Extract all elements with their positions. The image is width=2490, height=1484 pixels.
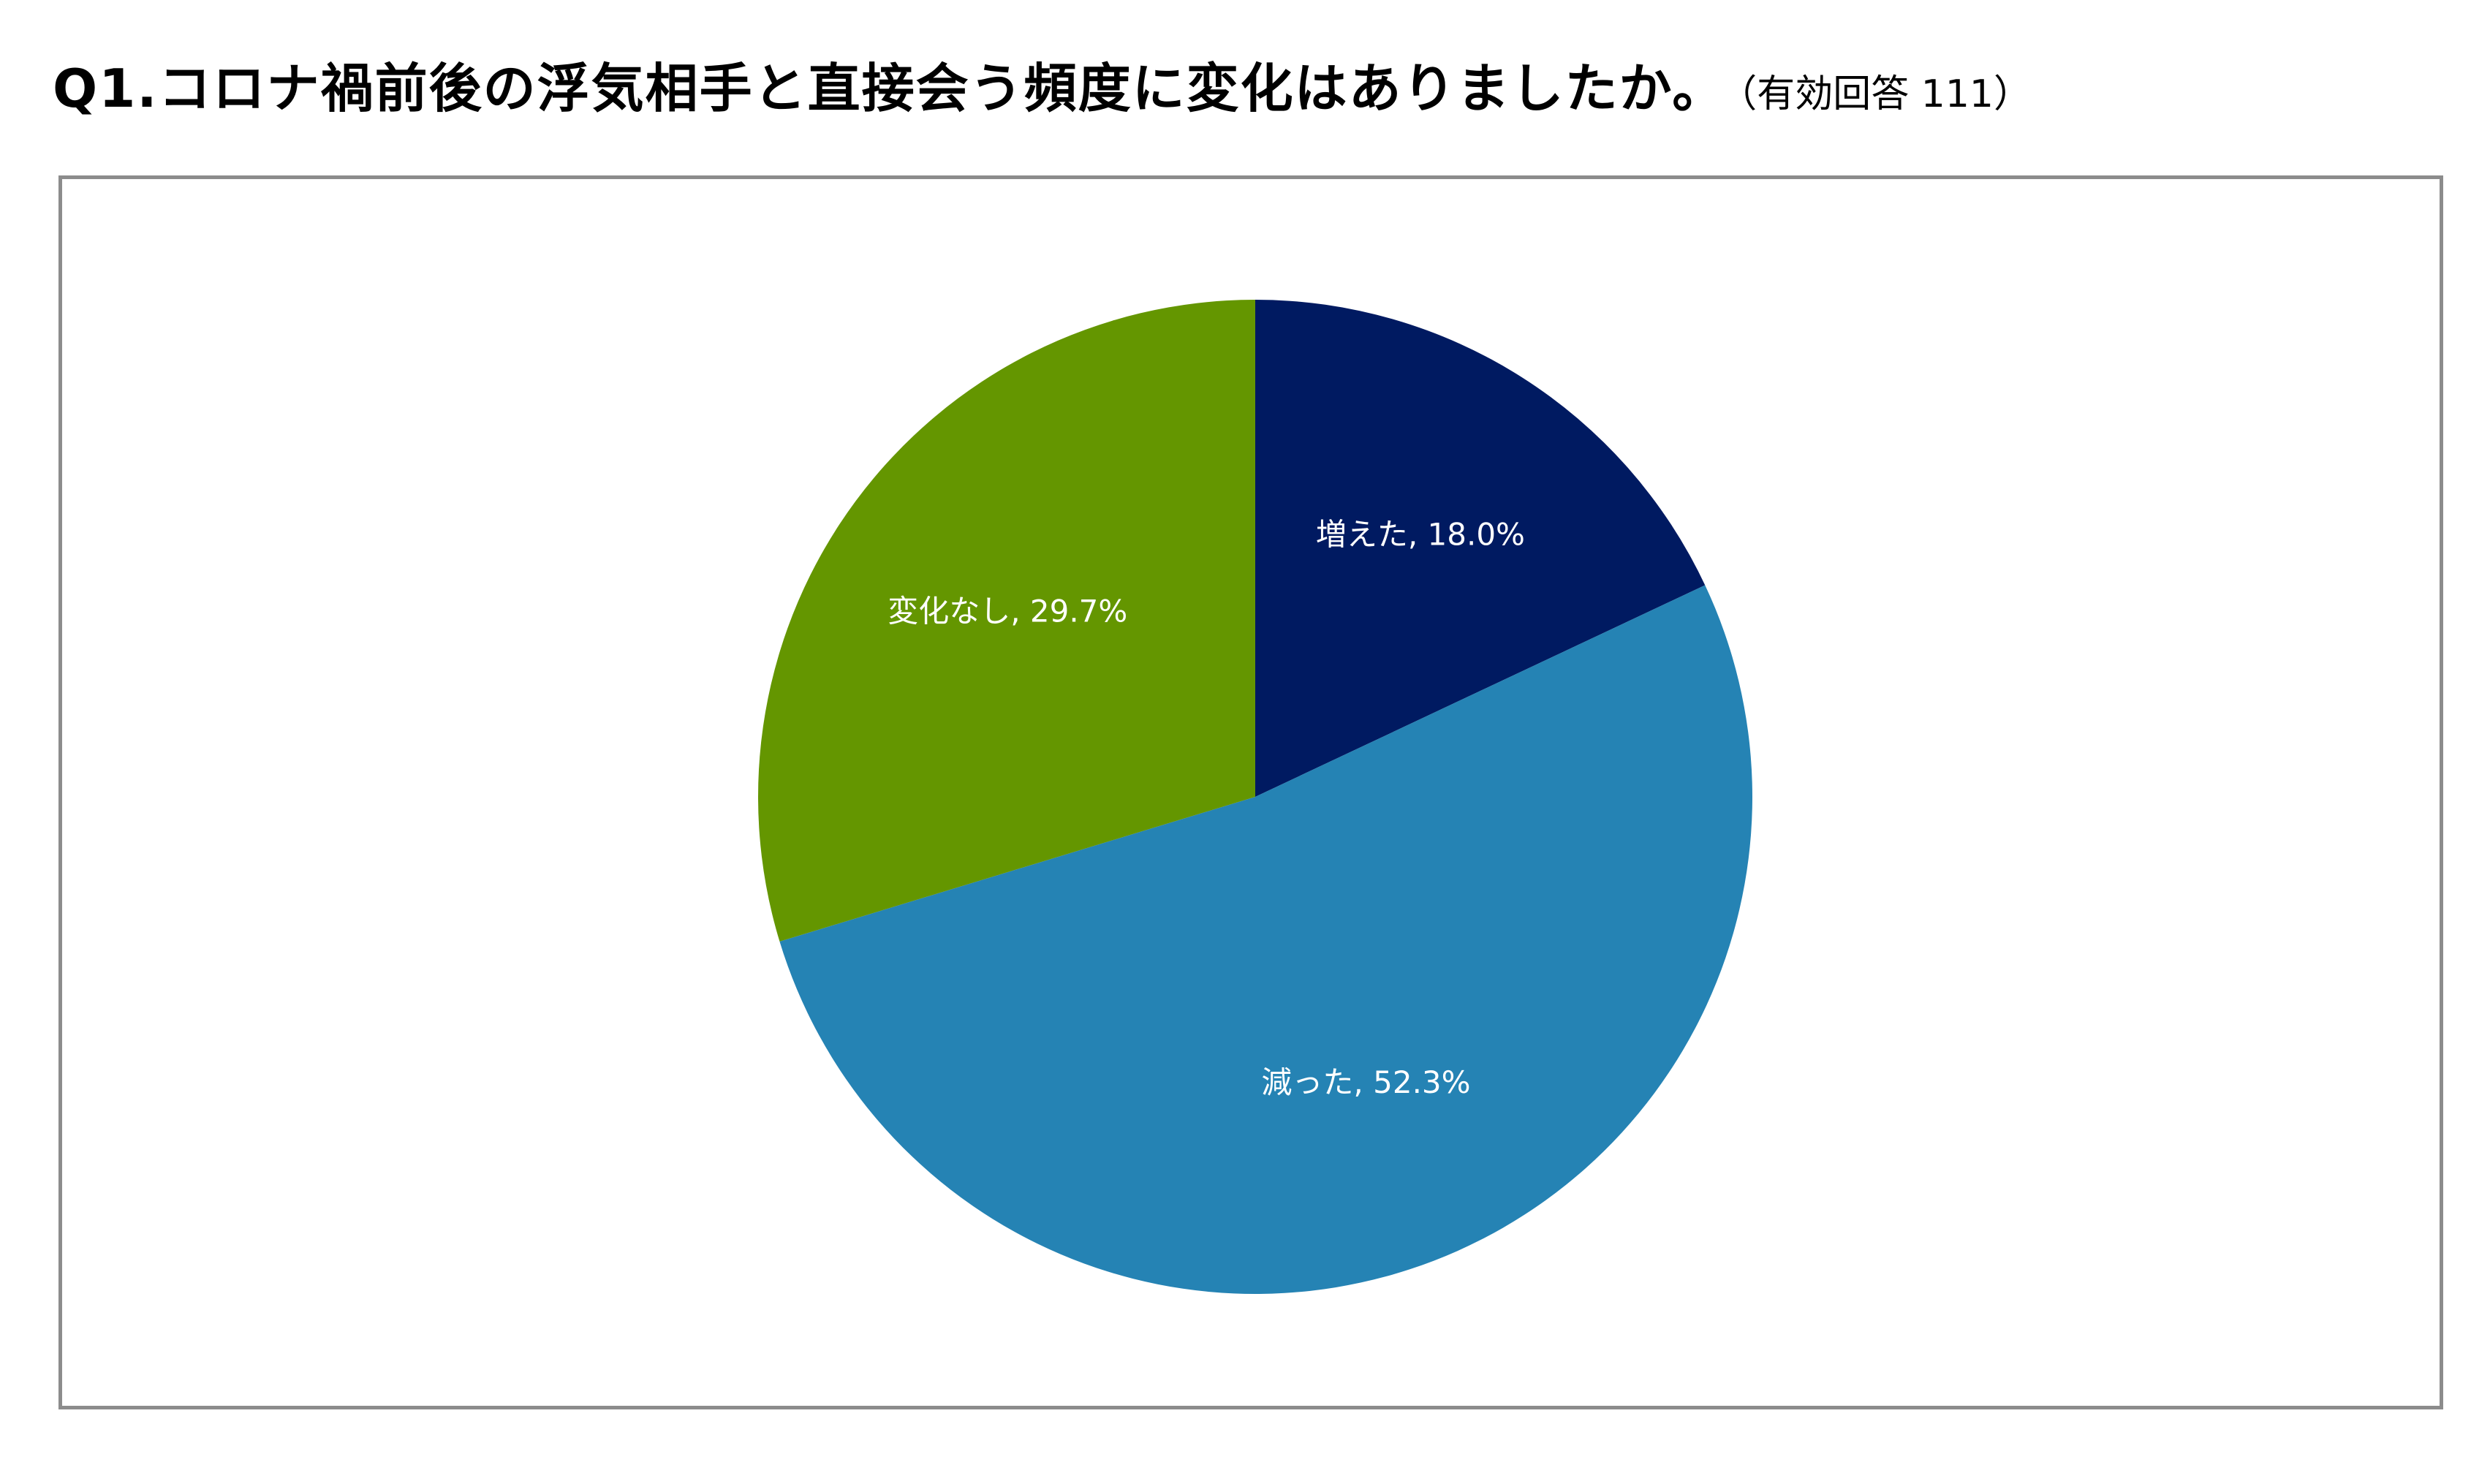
pie-data-labels: 増えた, 18.0% 減った, 52.3% 変化なし, 29.7% xyxy=(888,517,1525,1100)
chart-title-main: Q1.コロナ禍前後の浮気相手と直接会う頻度に変化はありましたか。 xyxy=(53,58,1727,119)
pie-slice-2 xyxy=(779,585,1752,1294)
pie-slice-1 xyxy=(1255,300,1706,797)
pie-data-label-3: 変化なし, 29.7% xyxy=(888,593,1127,629)
chart-title: Q1.コロナ禍前後の浮気相手と直接会う頻度に変化はありましたか。 （有効回答 11… xyxy=(53,45,2032,122)
pie-data-label-2: 減った, 52.3% xyxy=(1261,1064,1470,1100)
pie-slices xyxy=(758,300,1752,1294)
chart-area: 増えた, 18.0% 減った, 52.3% 変化なし, 29.7% xyxy=(58,175,2443,1409)
pie-chart: 増えた, 18.0% 減った, 52.3% 変化なし, 29.7% xyxy=(758,300,1752,1294)
chart-title-sub: （有効回答 111） xyxy=(1738,72,2032,116)
pie-slice-3 xyxy=(758,300,1255,942)
pie-data-label-1: 増えた, 18.0% xyxy=(1316,517,1525,553)
